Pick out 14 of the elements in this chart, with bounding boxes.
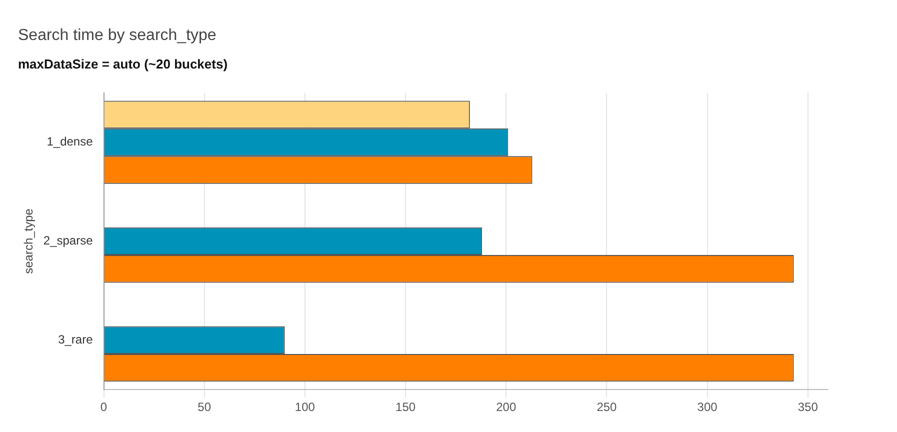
- x-tick-label: 200: [496, 400, 516, 414]
- chart-subtitle: maxDataSize = auto (~20 buckets): [18, 56, 228, 72]
- y-tick-label: 2_sparse: [43, 234, 94, 248]
- x-tick-label: 50: [198, 400, 212, 414]
- x-tick-label: 350: [798, 400, 818, 414]
- x-tick-label: 150: [396, 400, 416, 414]
- y-axis-title: search_type: [22, 208, 36, 274]
- chart-title: Search time by search_type: [18, 27, 216, 44]
- x-tick-label: 100: [294, 400, 316, 414]
- x-tick-label: 0: [100, 400, 108, 414]
- y-tick-label: 3_rare: [58, 332, 94, 346]
- x-tick-label: 300: [697, 400, 718, 414]
- x-tick-label: 250: [596, 400, 618, 414]
- y-tick-label: 1_dense: [46, 134, 94, 149]
